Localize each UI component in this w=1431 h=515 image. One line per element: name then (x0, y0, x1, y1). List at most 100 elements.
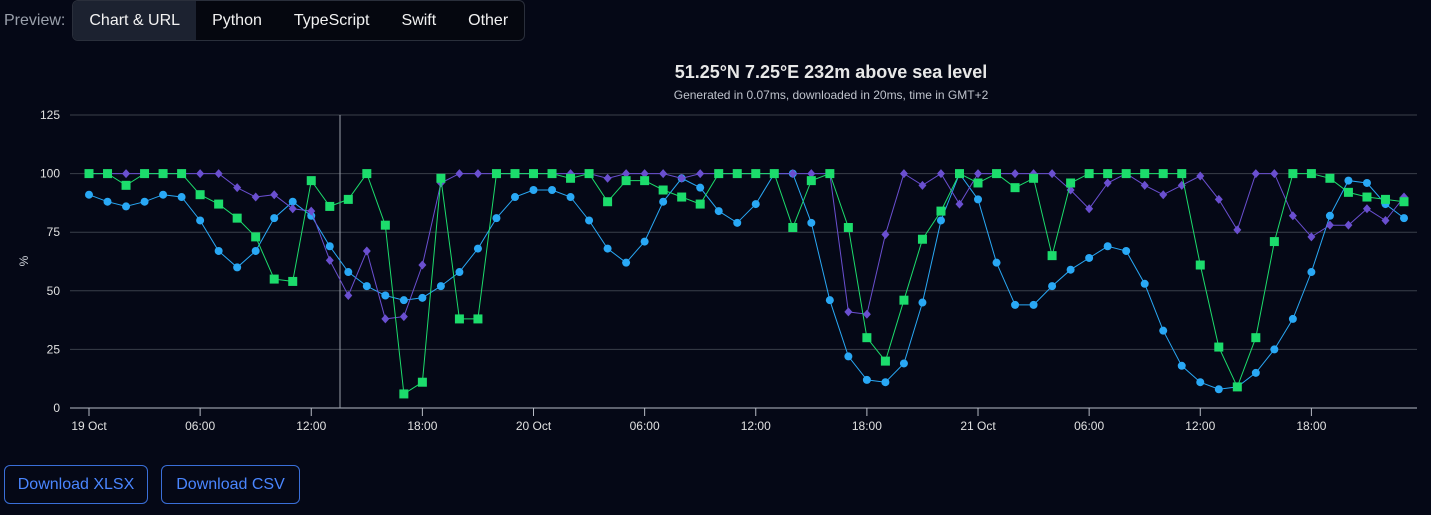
data-point[interactable] (825, 169, 835, 179)
data-point[interactable] (103, 169, 113, 179)
data-point[interactable] (659, 197, 668, 206)
data-point[interactable] (1214, 385, 1223, 394)
data-point[interactable] (455, 169, 464, 179)
data-point[interactable] (344, 290, 353, 300)
data-point[interactable] (1103, 178, 1112, 188)
data-point[interactable] (1066, 265, 1075, 274)
data-point[interactable] (1029, 173, 1039, 183)
data-point[interactable] (1362, 192, 1372, 202)
data-point[interactable] (84, 169, 94, 179)
data-point[interactable] (103, 197, 112, 206)
data-point[interactable] (1140, 279, 1149, 288)
data-point[interactable] (1270, 345, 1279, 354)
data-point[interactable] (547, 169, 557, 179)
download-csv-button[interactable]: Download CSV (161, 465, 300, 504)
data-point[interactable] (306, 176, 316, 186)
data-point[interactable] (473, 169, 482, 179)
data-point[interactable] (788, 223, 798, 233)
data-point[interactable] (936, 169, 945, 179)
data-point[interactable] (1140, 169, 1150, 179)
data-point[interactable] (195, 190, 205, 200)
tab-chart-url[interactable]: Chart & URL (73, 1, 197, 40)
data-point[interactable] (844, 307, 853, 317)
data-point[interactable] (1195, 260, 1205, 270)
data-point[interactable] (1381, 215, 1390, 225)
data-point[interactable] (825, 296, 834, 305)
data-point[interactable] (251, 232, 261, 242)
data-point[interactable] (510, 169, 520, 179)
data-point[interactable] (566, 193, 575, 202)
data-point[interactable] (603, 173, 612, 183)
data-point[interactable] (177, 169, 187, 179)
data-point[interactable] (399, 296, 408, 305)
data-point[interactable] (1010, 183, 1020, 193)
data-point[interactable] (955, 199, 964, 209)
data-point[interactable] (196, 169, 205, 179)
data-point[interactable] (677, 173, 686, 183)
data-point[interactable] (380, 220, 390, 230)
data-point[interactable] (1325, 173, 1335, 183)
data-point[interactable] (974, 195, 983, 204)
data-point[interactable] (1307, 268, 1316, 277)
data-point[interactable] (696, 183, 705, 192)
chart[interactable]: 0 25 50 75 100 125 19 Oct 06:00 12:00 18:00 20 Oct… (0, 41, 1431, 443)
data-point[interactable] (1140, 180, 1149, 190)
data-point[interactable] (992, 169, 1002, 179)
data-point[interactable] (751, 200, 760, 209)
data-point[interactable] (269, 274, 279, 284)
data-point[interactable] (714, 207, 723, 216)
data-point[interactable] (1380, 194, 1390, 204)
data-point[interactable] (529, 186, 538, 195)
data-point[interactable] (122, 169, 131, 179)
data-point[interactable] (307, 206, 316, 216)
data-point[interactable] (640, 176, 650, 186)
data-point[interactable] (362, 169, 372, 179)
data-point[interactable] (733, 218, 742, 227)
data-point[interactable] (807, 169, 816, 179)
data-point[interactable] (344, 268, 353, 277)
data-point[interactable] (640, 169, 649, 179)
data-point[interactable] (1232, 382, 1242, 392)
data-point[interactable] (1122, 246, 1131, 255)
data-point[interactable] (455, 268, 464, 277)
data-point[interactable] (714, 169, 724, 179)
data-point[interactable] (288, 204, 297, 214)
data-point[interactable] (325, 242, 334, 251)
data-point[interactable] (881, 230, 890, 240)
data-point[interactable] (233, 183, 242, 193)
data-point[interactable] (788, 169, 797, 179)
data-point[interactable] (899, 295, 909, 305)
data-point[interactable] (343, 194, 353, 204)
data-point[interactable] (1400, 214, 1408, 223)
data-point[interactable] (436, 282, 445, 291)
data-point[interactable] (362, 246, 371, 256)
data-point[interactable] (862, 333, 872, 343)
data-point[interactable] (732, 169, 742, 179)
data-point[interactable] (140, 169, 150, 179)
data-point[interactable] (954, 169, 964, 179)
data-point[interactable] (973, 178, 983, 188)
data-point[interactable] (918, 180, 927, 190)
data-point[interactable] (807, 218, 816, 227)
data-point[interactable] (1158, 169, 1168, 179)
data-point[interactable] (454, 314, 464, 324)
data-point[interactable] (1362, 204, 1371, 214)
data-point[interactable] (325, 255, 334, 265)
data-point[interactable] (1177, 169, 1187, 179)
data-point[interactable] (1196, 171, 1205, 181)
data-point[interactable] (1214, 342, 1224, 352)
data-point[interactable] (566, 173, 576, 183)
data-point[interactable] (1196, 378, 1205, 387)
data-point[interactable] (1325, 211, 1334, 220)
data-point[interactable] (1103, 242, 1112, 251)
data-point[interactable] (1011, 169, 1020, 179)
data-point[interactable] (936, 206, 946, 216)
data-point[interactable] (1159, 326, 1168, 335)
download-xlsx-button[interactable]: Download XLSX (4, 465, 148, 504)
data-point[interactable] (1047, 251, 1057, 261)
data-point[interactable] (1048, 282, 1057, 291)
data-point[interactable] (1085, 204, 1094, 214)
data-point[interactable] (677, 192, 687, 202)
data-point[interactable] (1084, 169, 1094, 179)
data-point[interactable] (1344, 176, 1353, 185)
